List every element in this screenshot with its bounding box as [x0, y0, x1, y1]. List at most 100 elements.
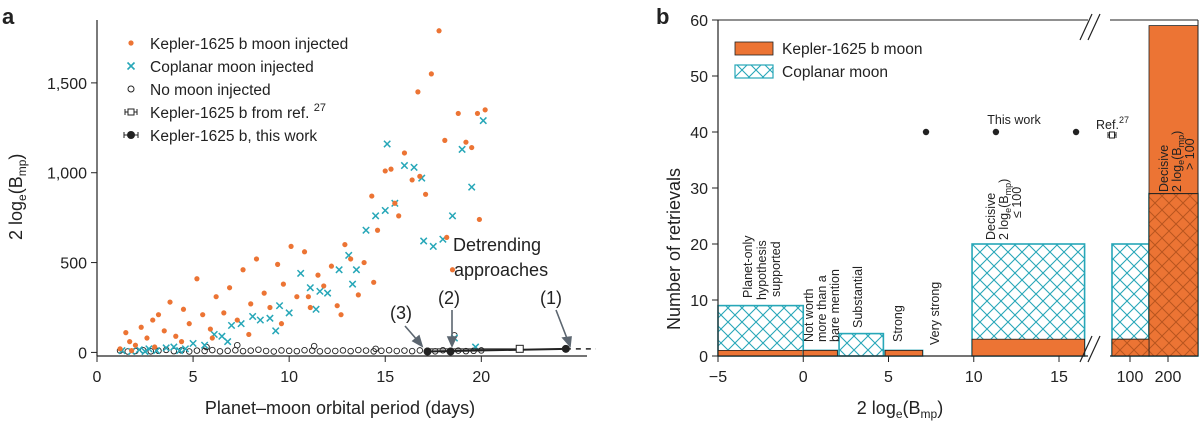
a-point-moon — [194, 276, 200, 282]
b-this-work-point — [1072, 128, 1080, 136]
a-point-nomoon — [355, 346, 362, 354]
a-point-moon — [155, 312, 162, 318]
a-point-coplanar — [316, 287, 324, 296]
a-ref-marker — [515, 344, 524, 353]
cat-decisive-high-cond: > 100 — [1183, 138, 1197, 170]
a-point-moon — [382, 168, 388, 174]
a-point-coplanar — [275, 301, 284, 310]
b-bar-coplanar — [971, 243, 1086, 357]
b-y-tick-label: 40 — [690, 125, 708, 142]
a-point-nomoon — [255, 346, 262, 353]
a-point-moon — [305, 294, 311, 300]
legend-b-coplanar-label: Coplanar moon — [782, 64, 888, 81]
a-point-moon — [144, 335, 150, 341]
a-point-nomoon — [201, 347, 208, 355]
b-axis-break-marks — [1079, 13, 1101, 363]
a-point-coplanar — [223, 337, 232, 346]
a-point-moon — [178, 339, 185, 345]
legend-b-moon-label: Kepler-1625 b moon — [782, 41, 922, 58]
a-point-coplanar — [248, 312, 257, 321]
a-y-tick-label: 0 — [78, 345, 87, 362]
b-x-tick-label: 200 — [1155, 369, 1182, 386]
a-point-nomoon — [378, 347, 385, 355]
a-point-moon — [369, 193, 375, 199]
a-point-coplanar — [352, 266, 361, 274]
a-point-moon — [334, 303, 340, 309]
a-point-coplanar — [145, 345, 153, 353]
a-point-moon — [248, 301, 254, 307]
a-series-moon — [117, 28, 488, 354]
b-x-tick-label: 15 — [1050, 369, 1068, 386]
a-point-coplanar — [458, 145, 466, 154]
b-bar-coplanar — [838, 332, 885, 357]
a-point-nomoon — [408, 347, 416, 355]
legend-moon-label: Kepler-1625 b moon injected — [150, 36, 348, 53]
a-point-moon — [288, 243, 294, 249]
a-point-moon — [240, 267, 246, 273]
b-y-tick-label: 50 — [690, 69, 708, 86]
a-point-coplanar — [335, 266, 343, 274]
a-point-moon — [138, 324, 144, 330]
a-point-moon — [161, 328, 167, 334]
a-x-tick-label: 15 — [376, 369, 394, 386]
a-point-moon — [167, 299, 173, 305]
a-this-work-point — [561, 344, 570, 353]
a-point-nomoon — [393, 347, 401, 355]
a-point-moon — [436, 28, 442, 34]
a-point-moon — [267, 304, 273, 311]
a-point-coplanar — [135, 345, 144, 354]
a-point-coplanar — [371, 212, 380, 220]
cat-substantial: Substantial — [851, 266, 865, 328]
a-point-moon — [152, 344, 158, 350]
a-x-tick-label: 5 — [189, 369, 198, 386]
a-label-1: (1) — [540, 288, 562, 308]
a-point-nomoon — [216, 348, 224, 355]
legend-ref-label: Kepler-1625 b from ref. 27 — [150, 102, 326, 122]
a-point-moon — [294, 294, 300, 300]
a-point-moon — [474, 110, 481, 117]
a-point-nomoon — [293, 347, 301, 355]
a-point-moon — [401, 150, 408, 156]
b-y-tick-label: 20 — [690, 237, 708, 254]
a-point-coplanar — [200, 341, 209, 349]
panel-a-chart: 0 5 10 15 20 0 500 1,000 1,500 2 loge(Bmp) Plan… — [6, 20, 596, 418]
a-point-moon — [117, 346, 123, 352]
cat-not-worth-2: more than a — [815, 275, 829, 342]
a-point-moon — [307, 304, 313, 311]
a-point-moon — [415, 89, 421, 95]
b-bar-moon — [717, 349, 804, 357]
a-y-ticks: 0 500 1,000 1,500 — [47, 76, 97, 362]
cat-not-worth-3: bare mention — [828, 269, 842, 342]
b-x-ticks: −5 0 5 10 15 100 200 — [709, 356, 1182, 386]
a-point-nomoon — [332, 347, 339, 355]
cat-strong: Strong — [891, 305, 905, 342]
legend-coplanar-marker — [126, 61, 136, 71]
a-point-moon — [348, 256, 354, 262]
b-x-tick-label: 0 — [799, 369, 808, 386]
a-point-coplanar — [323, 289, 332, 297]
a-point-moon — [449, 267, 456, 273]
a-point-moon — [275, 261, 281, 267]
a-point-moon — [455, 110, 461, 117]
a-point-moon — [338, 312, 344, 318]
a-point-moon — [173, 333, 179, 339]
a-point-nomoon — [316, 348, 324, 355]
b-bar-coplanar — [717, 304, 805, 357]
a-point-nomoon — [362, 347, 370, 354]
cat-planet-only-1: Planet-only — [741, 235, 755, 298]
a-point-nomoon — [278, 347, 285, 354]
a-point-moon — [132, 342, 139, 348]
a-x-ticks: 0 5 10 15 20 — [93, 356, 490, 386]
cat-very-strong: Very strong — [928, 282, 942, 345]
a-detrending-label-line1: Detrending — [453, 235, 541, 255]
panel-a-label: a — [2, 4, 15, 29]
a-point-moon — [186, 321, 192, 327]
a-point-nomoon — [234, 341, 241, 349]
legend-b-coplanar-swatch — [734, 64, 774, 79]
a-point-coplanar — [181, 345, 190, 353]
b-y-axis-label: Number of retrievals — [664, 168, 684, 330]
a-point-nomoon — [416, 347, 424, 354]
b-y-tick-label: 30 — [690, 181, 708, 198]
a-point-coplanar — [312, 305, 320, 314]
